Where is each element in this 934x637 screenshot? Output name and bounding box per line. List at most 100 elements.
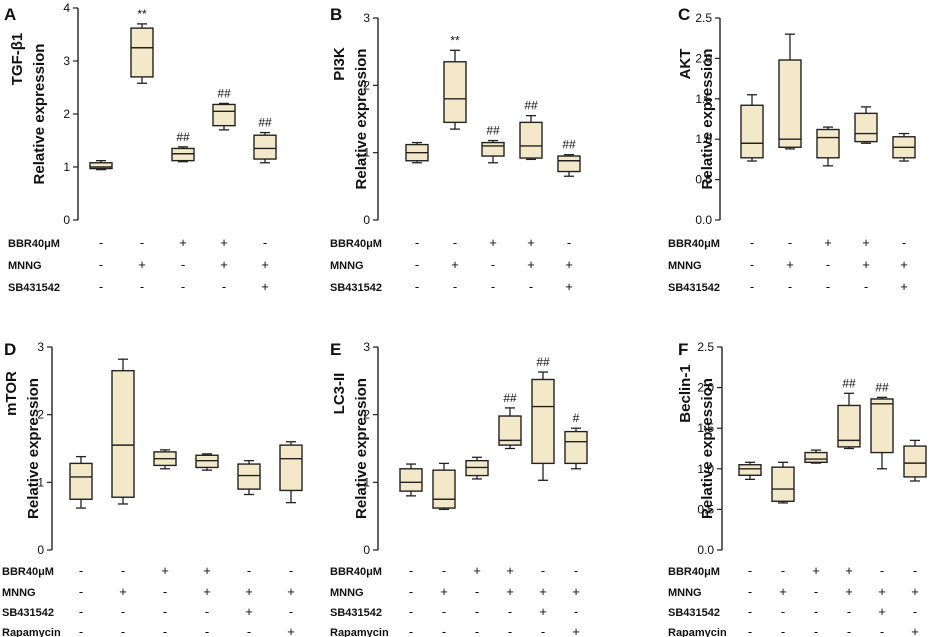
- panel-b: B 0 1 2 3 PI3K Relative expression ** ## ## ## BBR4…: [330, 5, 581, 294]
- condition-label: Rapamycin: [668, 627, 727, 637]
- significance-label: ##: [842, 376, 856, 390]
- box-iqr: [69, 462, 93, 500]
- condition-mark: +: [203, 584, 211, 599]
- y-tick-label: 4: [63, 1, 70, 15]
- box-iqr: [111, 369, 135, 498]
- y-axis-label-target: AKT: [677, 49, 694, 80]
- panel-letter: D: [4, 340, 16, 359]
- condition-mark: +: [220, 257, 228, 272]
- box-iqr: [531, 378, 555, 465]
- y-tick-label: 2: [37, 408, 44, 422]
- box-iqr: [519, 121, 543, 159]
- y-tick-label: 3: [363, 340, 370, 354]
- condition-mark: +: [203, 563, 211, 578]
- condition-mark: -: [541, 624, 545, 637]
- condition-mark: -: [748, 624, 752, 637]
- y-axis-label: Relative expression: [25, 378, 42, 519]
- condition-mark: -: [880, 624, 884, 637]
- condition-mark: -: [788, 279, 792, 294]
- condition-mark: -: [453, 235, 457, 250]
- condition-mark: -: [508, 624, 512, 637]
- box-iqr: [171, 147, 195, 162]
- significance-label: #: [573, 411, 580, 425]
- condition-mark: -: [247, 563, 251, 578]
- condition-mark: -: [880, 563, 884, 578]
- y-tick-label: 0: [37, 543, 44, 557]
- box-iqr: [564, 430, 588, 465]
- condition-label: SB431542: [668, 282, 720, 294]
- box-group-5: ##: [253, 116, 277, 164]
- condition-mark: +: [911, 584, 919, 599]
- significance-label: ##: [217, 86, 231, 100]
- box-group-3: [153, 449, 177, 470]
- box-group-3: [816, 126, 840, 167]
- condition-mark: -: [205, 624, 209, 637]
- box-iqr: [816, 128, 840, 159]
- condition-mark: -: [574, 604, 578, 619]
- box-group-2: [432, 462, 456, 511]
- panel-c: C 0.0 0.5 1.0 1.5 2.0 2.5 AKT Relative expressio…: [668, 5, 916, 294]
- condition-mark: -: [163, 604, 167, 619]
- condition-label: MNNG: [668, 587, 702, 599]
- panel-letter: B: [330, 5, 342, 24]
- condition-mark: -: [574, 563, 578, 578]
- condition-mark: -: [415, 279, 419, 294]
- y-tick-label: 2.0: [697, 381, 714, 395]
- condition-mark: +: [473, 563, 481, 578]
- box-group-4: ##: [837, 376, 861, 450]
- condition-mark: -: [781, 624, 785, 637]
- condition-mark: +: [245, 584, 253, 599]
- significance-label: ##: [486, 124, 500, 138]
- condition-mark: +: [489, 235, 497, 250]
- condition-mark: -: [567, 235, 571, 250]
- condition-mark: +: [900, 279, 908, 294]
- condition-mark: +: [911, 624, 919, 637]
- significance-label: **: [137, 7, 147, 21]
- significance-label: ##: [562, 138, 576, 152]
- condition-mark: +: [812, 563, 820, 578]
- condition-mark: -: [442, 604, 446, 619]
- box-iqr: [804, 451, 828, 464]
- box-iqr: [837, 404, 861, 448]
- condition-mark: -: [415, 257, 419, 272]
- condition-mark: -: [750, 279, 754, 294]
- condition-label: BBR40μM: [8, 238, 60, 250]
- box-group-5: ##: [870, 380, 894, 470]
- condition-label: Rapamycin: [330, 627, 389, 637]
- condition-mark: -: [475, 624, 479, 637]
- y-tick-label: 0.5: [697, 502, 714, 516]
- box-iqr: [771, 466, 795, 502]
- condition-mark: -: [140, 279, 144, 294]
- box-group-2: [771, 461, 795, 504]
- y-tick-label: 3: [363, 11, 370, 25]
- condition-mark: -: [121, 604, 125, 619]
- condition-label: SB431542: [330, 282, 382, 294]
- condition-mark: -: [442, 563, 446, 578]
- condition-mark: -: [79, 584, 83, 599]
- condition-mark: -: [748, 604, 752, 619]
- condition-mark: -: [475, 584, 479, 599]
- box-group-3: [465, 456, 489, 480]
- condition-mark: -: [99, 257, 103, 272]
- box-iqr: [443, 61, 467, 124]
- condition-mark: +: [287, 624, 295, 637]
- box-group-6: [279, 441, 303, 504]
- box-iqr: [279, 444, 303, 492]
- panel-d: D 0 1 2 3 mTOR Relative expression BBR40μM - - + + -…: [2, 340, 303, 637]
- condition-mark: -: [748, 563, 752, 578]
- condition-label: BBR40μM: [668, 566, 720, 578]
- box-iqr: [212, 103, 236, 127]
- condition-mark: +: [565, 257, 573, 272]
- condition-label: BBR40μM: [330, 566, 382, 578]
- box-iqr: [903, 445, 927, 478]
- condition-label: SB431542: [8, 282, 60, 294]
- condition-mark: +: [451, 257, 459, 272]
- condition-label: MNNG: [330, 587, 364, 599]
- condition-mark: -: [781, 604, 785, 619]
- condition-mark: -: [409, 604, 413, 619]
- condition-mark: +: [261, 257, 269, 272]
- y-axis-label-target: PI3K: [331, 47, 348, 81]
- y-axis-label: Relative expression: [353, 49, 370, 190]
- significance-label: ##: [524, 99, 538, 113]
- box-iqr: [870, 398, 894, 454]
